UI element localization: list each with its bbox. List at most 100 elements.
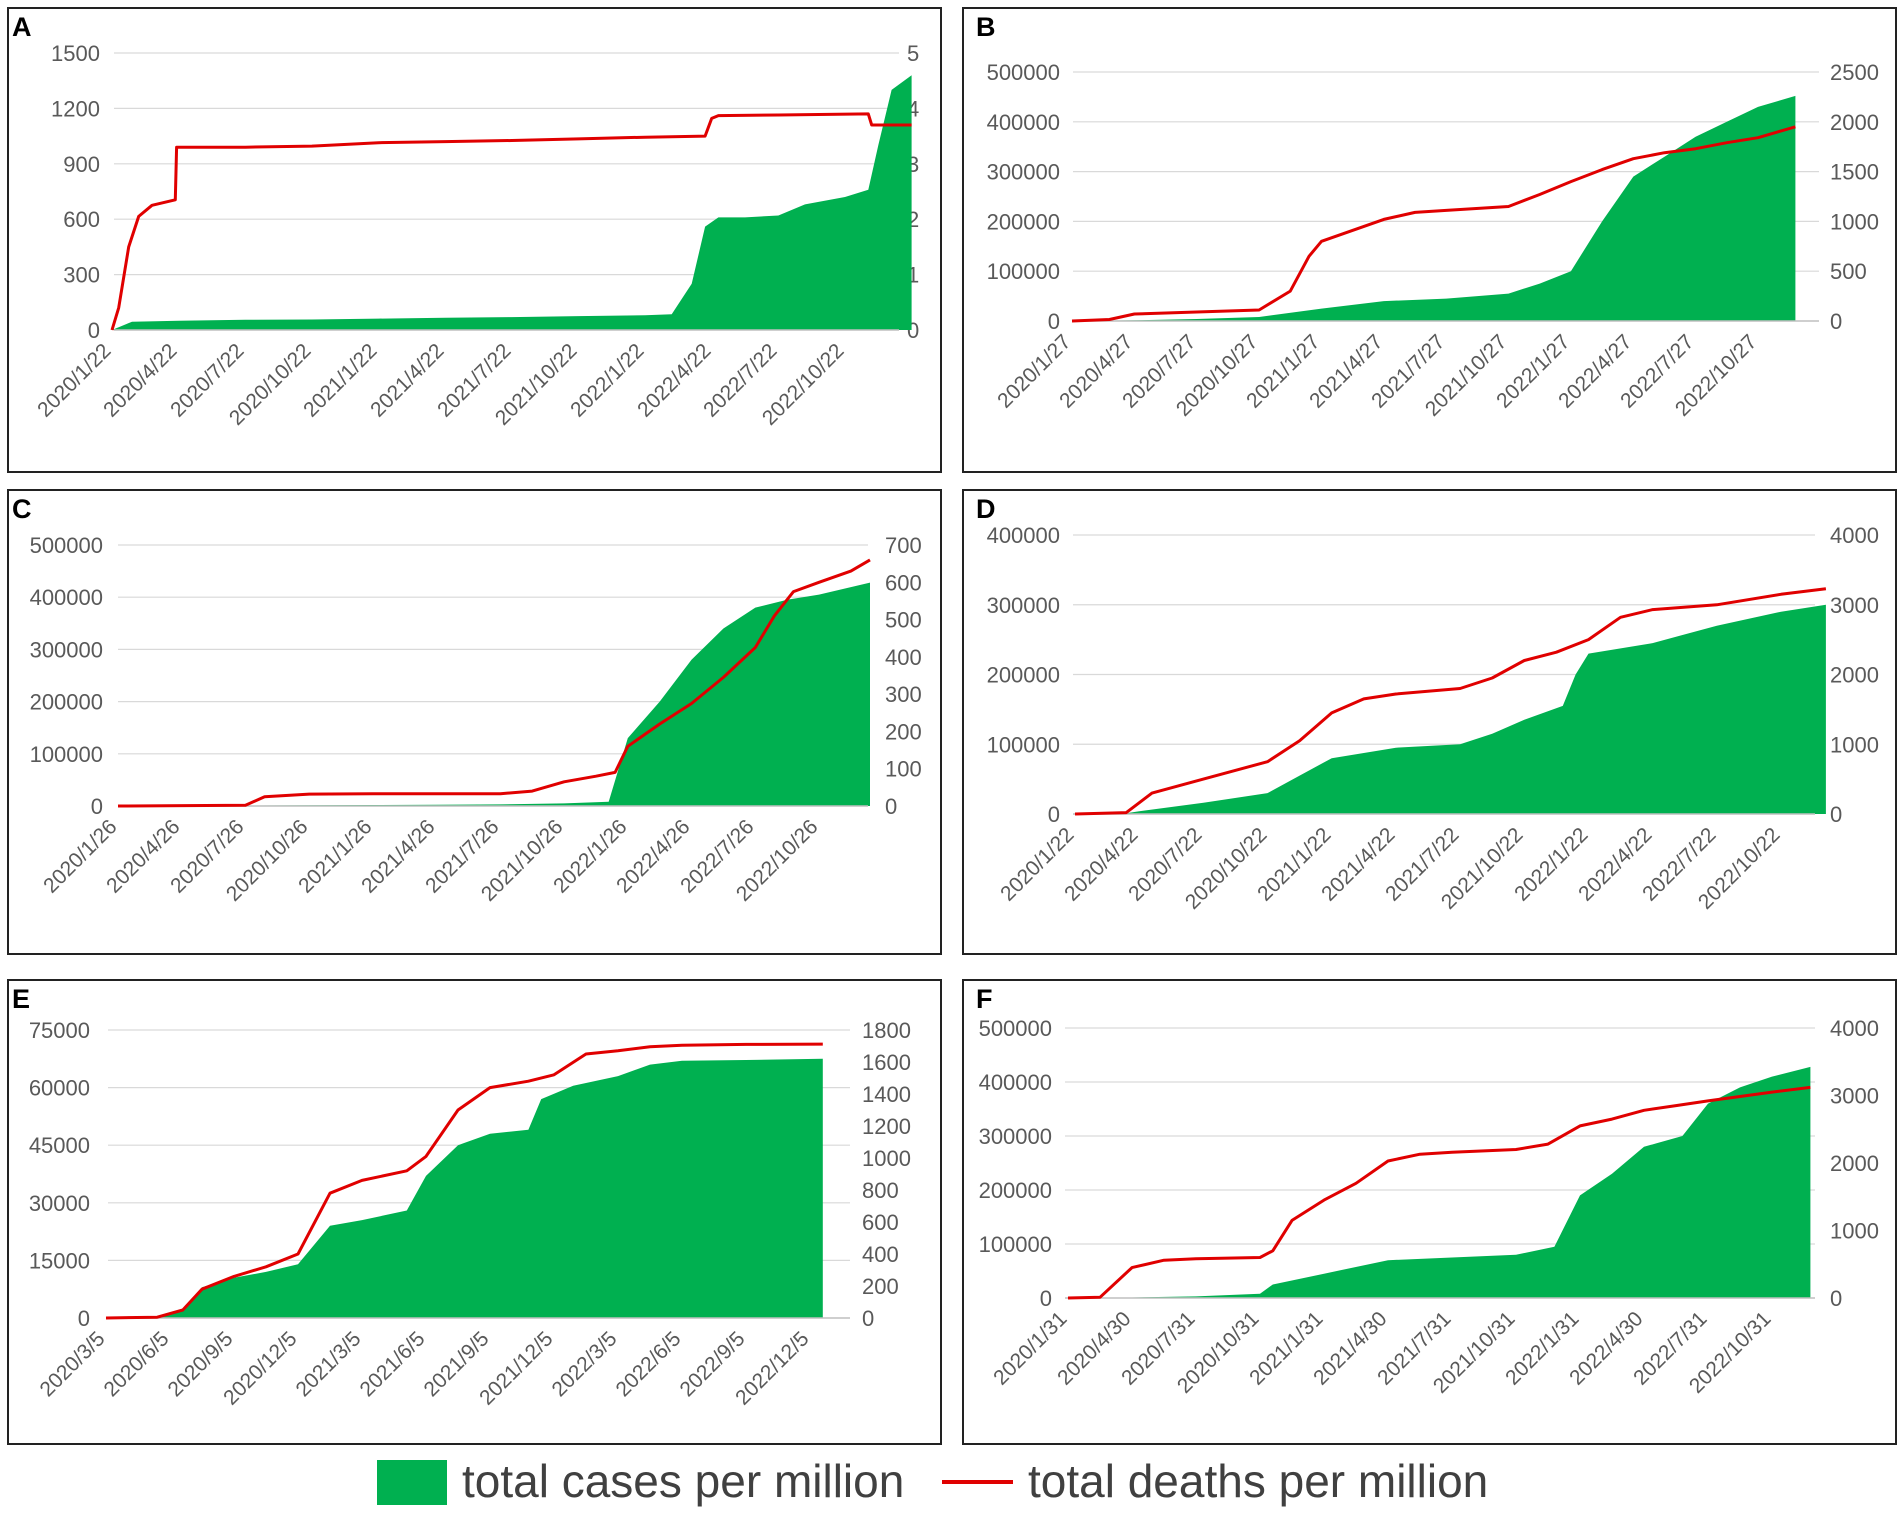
y-right-tick: 400 <box>862 1242 899 1267</box>
y-right-tick: 200 <box>885 719 922 744</box>
panel-label: D <box>976 494 996 524</box>
y-left-tick: 0 <box>88 318 100 343</box>
y-right-tick: 4000 <box>1830 1016 1879 1041</box>
y-right-tick: 2000 <box>1830 110 1879 135</box>
y-left-tick: 300000 <box>30 637 103 662</box>
y-left-tick: 200000 <box>30 690 103 715</box>
legend-cases-label: total cases per million <box>462 1455 904 1507</box>
y-left-tick: 0 <box>91 794 103 819</box>
panel-f: F 0 100000 200000 300000 400000 500000 0 1000 200… <box>962 979 1897 1445</box>
y-right-tick: 1500 <box>1830 160 1879 185</box>
y-left-tick: 0 <box>1048 309 1060 334</box>
panel-label: F <box>976 984 993 1014</box>
y-right-tick: 1000 <box>1830 209 1879 234</box>
y-left-tick: 300000 <box>979 1124 1052 1149</box>
y-left-tick: 400000 <box>987 523 1060 548</box>
y-right-tick: 1000 <box>1830 1219 1879 1244</box>
y-left-tick: 75000 <box>29 1018 90 1043</box>
y-left-tick: 100000 <box>987 732 1060 757</box>
y-right-tick: 0 <box>1830 1286 1842 1311</box>
panel-a: A0300600900120015000123452020/1/222020/4… <box>7 7 942 473</box>
y-right-tick: 800 <box>862 1178 899 1203</box>
y-left-tick: 60000 <box>29 1076 90 1101</box>
y-right-tick: 5 <box>907 41 919 66</box>
y-left-tick: 100000 <box>979 1232 1052 1257</box>
panel-d: D 0 100000 200000 300000 400000 0 1000 2000 3000 4… <box>962 489 1897 955</box>
y-left-tick: 1200 <box>51 96 100 121</box>
y-left-tick: 1500 <box>51 41 100 66</box>
y-left-tick: 0 <box>78 1306 90 1331</box>
y-left-tick: 15000 <box>29 1248 90 1273</box>
legend: total cases per million total deaths per… <box>377 1455 1488 1507</box>
panel-label: A <box>12 12 32 42</box>
y-right-tick: 2000 <box>1830 663 1879 688</box>
y-right-tick: 500 <box>885 608 922 633</box>
y-right-tick: 700 <box>885 533 922 558</box>
panel-frame <box>962 979 1897 1445</box>
y-right-tick: 100 <box>885 757 922 782</box>
y-left-tick: 500000 <box>30 533 103 558</box>
cases-area <box>118 582 870 806</box>
y-right-tick: 1000 <box>1830 732 1879 757</box>
y-right-tick: 1400 <box>862 1082 911 1107</box>
y-right-tick: 200 <box>862 1274 899 1299</box>
panel-c: C 0 100000 200000 300000 400000 500000 0 100 200 3… <box>7 489 942 955</box>
y-left-tick: 0 <box>1048 802 1060 827</box>
deaths-line <box>105 1042 823 1320</box>
y-left-tick: 400000 <box>979 1070 1052 1095</box>
y-right-tick: 1800 <box>862 1018 911 1043</box>
y-right-tick: 0 <box>1830 802 1842 827</box>
deaths-line <box>1074 587 1827 816</box>
y-left-tick: 300 <box>63 263 100 288</box>
y-left-tick: 200000 <box>987 209 1060 234</box>
cases-area <box>1075 604 1826 814</box>
deaths-line <box>1071 125 1796 323</box>
y-right-tick: 400 <box>885 645 922 670</box>
cases-area <box>1068 1066 1811 1298</box>
y-left-tick: 400000 <box>30 585 103 610</box>
y-left-tick: 200000 <box>987 663 1060 688</box>
panel-label: C <box>12 494 32 524</box>
y-right-tick: 2000 <box>1830 1151 1879 1176</box>
y-right-tick: 600 <box>862 1210 899 1235</box>
y-left-tick: 100000 <box>30 742 103 767</box>
y-right-tick: 4000 <box>1830 523 1879 548</box>
panel-label: B <box>976 12 996 42</box>
cases-area <box>1072 95 1796 322</box>
y-left-tick: 900 <box>63 152 100 177</box>
cases-area <box>112 75 912 330</box>
panels-container: A0300600900120015000123452020/1/222020/4… <box>7 7 1897 1445</box>
y-left-tick: 100000 <box>987 259 1060 284</box>
deaths-line <box>110 112 912 331</box>
y-left-tick: 300000 <box>987 593 1060 618</box>
deaths-line <box>1067 1085 1811 1300</box>
y-left-tick: 45000 <box>29 1133 90 1158</box>
y-right-tick: 1600 <box>862 1050 911 1075</box>
y-right-tick: 0 <box>862 1306 874 1331</box>
y-right-tick: 0 <box>885 794 897 819</box>
y-right-tick: 1200 <box>862 1114 911 1139</box>
y-left-tick: 500000 <box>979 1016 1052 1041</box>
cases-area <box>106 1058 823 1318</box>
y-left-tick: 500000 <box>987 60 1060 85</box>
legend-deaths-label: total deaths per million <box>1028 1455 1488 1507</box>
y-right-tick: 0 <box>1830 309 1842 334</box>
y-right-tick: 3000 <box>1830 593 1879 618</box>
y-left-tick: 400000 <box>987 110 1060 135</box>
legend-cases-swatch <box>377 1460 447 1505</box>
y-right-tick: 2500 <box>1830 60 1879 85</box>
y-left-tick: 600 <box>63 207 100 232</box>
deaths-line <box>117 558 871 808</box>
panel-e: E 0 15000 30000 45000 60000 75000 0 200 400 600 800… <box>7 979 942 1445</box>
panel-b: B 0 100000 200000 300000 400000 500000 0 500 1000… <box>962 7 1897 473</box>
panel-label: E <box>12 984 30 1014</box>
y-right-tick: 600 <box>885 570 922 595</box>
y-right-tick: 1000 <box>862 1146 911 1171</box>
y-right-tick: 3000 <box>1830 1084 1879 1109</box>
y-right-tick: 300 <box>885 682 922 707</box>
y-right-tick: 500 <box>1830 259 1867 284</box>
y-left-tick: 300000 <box>987 160 1060 185</box>
y-left-tick: 30000 <box>29 1191 90 1216</box>
y-left-tick: 200000 <box>979 1178 1052 1203</box>
